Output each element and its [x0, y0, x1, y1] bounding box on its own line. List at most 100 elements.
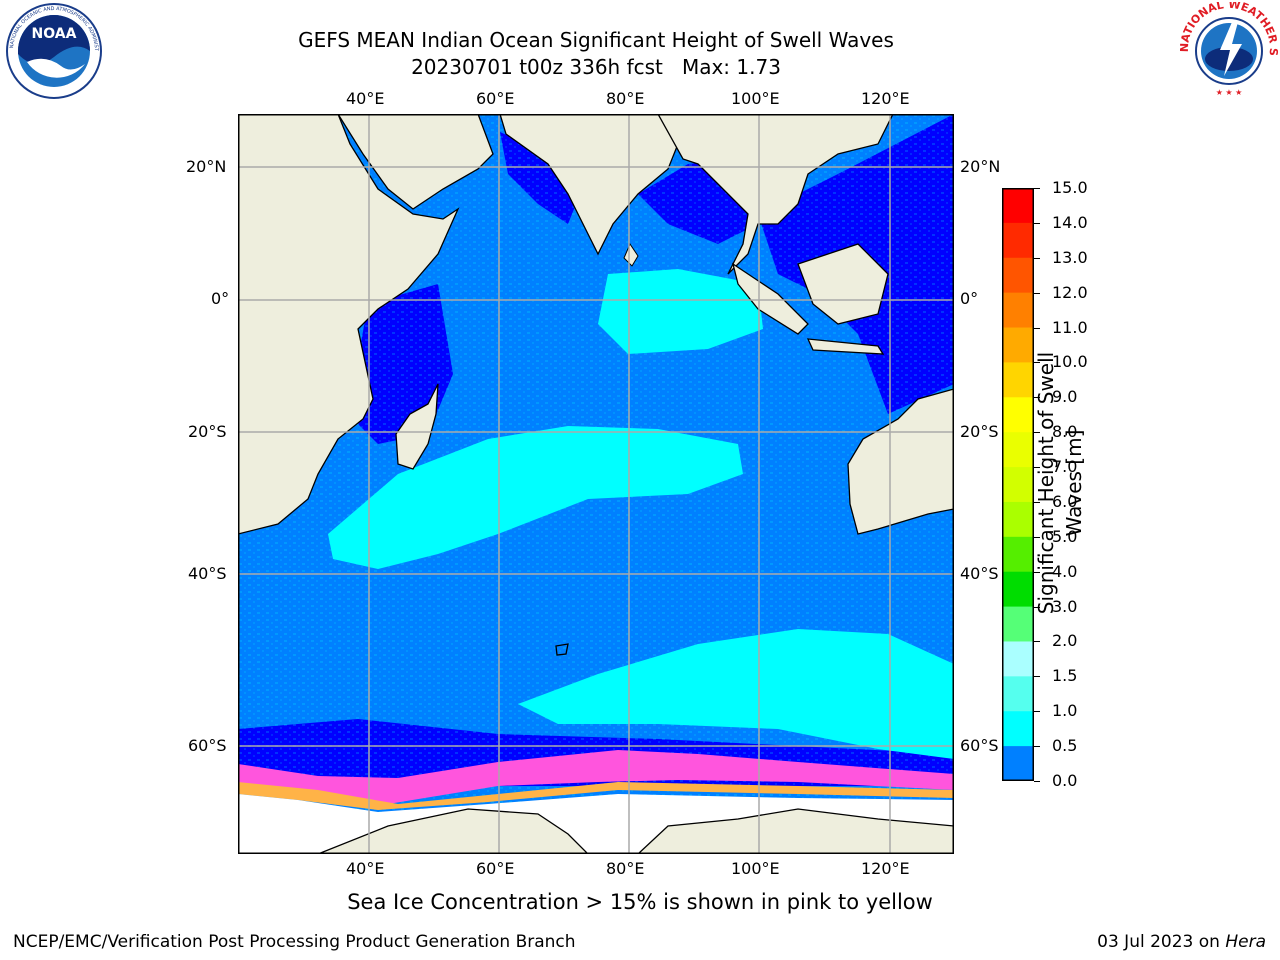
colorbar-tick-label: 5.0 — [1052, 526, 1078, 546]
colorbar-tick-label: 0.5 — [1052, 736, 1078, 756]
lat-tick-right-40s: 40°S — [960, 564, 999, 583]
sea-ice-edge — [238, 750, 954, 804]
sea-ice-edge-yellow — [238, 782, 954, 810]
colorbar-cell — [1002, 467, 1034, 503]
colorbar-tick-label: 14.0 — [1052, 212, 1088, 232]
nws-logo: NATIONAL WEATHER SERVICE ★ ★ ★ — [1180, 2, 1278, 98]
lon-tick-top-80: 80°E — [606, 89, 645, 108]
colorbar-tick-label: 0.0 — [1052, 771, 1078, 790]
land-madagascar — [395, 383, 439, 470]
footer-host: Hera — [1225, 932, 1266, 952]
lat-tick-left-20n: 20°N — [186, 157, 227, 176]
colorbar-cell — [1002, 327, 1034, 363]
land-southeast-asia — [657, 114, 894, 275]
colorbar-tick-label: 10.0 — [1052, 352, 1088, 372]
svg-text:★ ★ ★: ★ ★ ★ — [1216, 88, 1243, 97]
lon-tick-top-100: 100°E — [731, 89, 780, 108]
colorbar-tick-mark — [1034, 327, 1040, 329]
colorbar-cell — [1002, 536, 1034, 573]
colorbar-tick-label: 15.0 — [1052, 178, 1088, 197]
lon-tick-top-40: 40°E — [346, 89, 385, 108]
lat-tick-right-0: 0° — [960, 289, 979, 308]
lon-tick-top-60: 60°E — [476, 89, 515, 108]
colorbar-tick-label: 9.0 — [1052, 387, 1078, 407]
colorbar-tick-mark — [1034, 501, 1040, 503]
colorbar-cell — [1002, 188, 1034, 224]
land-antarctica-east — [637, 808, 954, 854]
colorbar-tick-mark — [1034, 222, 1040, 224]
colorbar-cell — [1002, 397, 1034, 433]
lat-tick-right-60s: 60°S — [960, 736, 999, 755]
lat-tick-right-20s: 20°S — [960, 422, 999, 441]
land-africa — [238, 114, 460, 535]
colorbar-tick-label: 1.5 — [1052, 666, 1078, 686]
footer-date: 03 Jul 2023 on Hera — [1097, 932, 1266, 952]
colorbar-tick-label: 2.0 — [1052, 631, 1078, 651]
colorbar-tick-mark — [1034, 746, 1040, 748]
footer-credit: NCEP/EMC/Verification Post Processing Pr… — [13, 932, 576, 952]
colorbar-cell — [1002, 501, 1034, 538]
colorbar — [1002, 188, 1034, 781]
colorbar-tick-mark — [1034, 676, 1040, 678]
colorbar-tick-mark — [1034, 188, 1040, 189]
land-java — [806, 338, 885, 355]
colorbar-tick-label: 8.0 — [1052, 422, 1078, 442]
land-antarctica-west — [317, 808, 589, 854]
sea-ice-caption: Sea Ice Concentration > 15% is shown in … — [347, 890, 933, 914]
lat-tick-left-20s: 20°S — [188, 422, 227, 441]
noaa-logo: NOAA NATIONAL OCEANIC AND ATMOSPHERIC AD… — [5, 2, 102, 99]
colorbar-tick-label: 1.0 — [1052, 701, 1078, 721]
colorbar-label: Significant Height of Swell Waves [m] — [1034, 351, 1086, 615]
colorbar-cell — [1002, 257, 1034, 294]
colorbar-tick-mark — [1034, 641, 1040, 643]
lat-tick-right-20n: 20°N — [960, 157, 1001, 176]
colorbar-cell — [1002, 641, 1034, 677]
colorbar-tick-label: 7.0 — [1052, 457, 1078, 477]
colorbar-tick-mark — [1034, 467, 1040, 469]
footer-date-text: 03 Jul 2023 on — [1097, 932, 1226, 952]
colorbar-tick-label: 11.0 — [1052, 317, 1088, 337]
lon-tick-bottom-100: 100°E — [731, 859, 780, 878]
colorbar-cell — [1002, 711, 1034, 747]
land-arabia — [337, 114, 494, 210]
colorbar-tick-label: 12.0 — [1052, 282, 1088, 302]
lon-tick-bottom-80: 80°E — [606, 859, 645, 878]
lon-tick-bottom-60: 60°E — [476, 859, 515, 878]
colorbar-tick-label: 4.0 — [1052, 561, 1078, 581]
colorbar-cell — [1002, 676, 1034, 712]
lat-tick-left-60s: 60°S — [188, 736, 227, 755]
noaa-logo-text: NOAA — [32, 26, 77, 42]
colorbar-cell — [1002, 571, 1034, 608]
lon-tick-bottom-40: 40°E — [346, 859, 385, 878]
colorbar-tick-mark — [1034, 571, 1040, 573]
land-kerguelen — [555, 643, 569, 656]
colorbar-tick-mark — [1034, 606, 1040, 608]
lon-tick-bottom-120: 120°E — [861, 859, 910, 878]
colorbar-tick-mark — [1034, 362, 1040, 364]
colorbar-tick-mark — [1034, 432, 1040, 434]
colorbar-tick-mark — [1034, 536, 1040, 538]
colorbar-cell — [1002, 606, 1034, 642]
colorbar-cell — [1002, 432, 1034, 468]
land-borneo — [797, 243, 889, 325]
lat-tick-left-40s: 40°S — [188, 564, 227, 583]
map-panel — [238, 114, 954, 854]
colorbar-tick-mark — [1034, 257, 1040, 259]
colorbar-tick-label: 3.0 — [1052, 596, 1078, 616]
colorbar-cell — [1002, 362, 1034, 398]
chart-subtitle: 20230701 t00z 336h fcst Max: 1.73 — [411, 55, 781, 79]
colorbar-tick-mark — [1034, 397, 1040, 399]
colorbar-tick-label: 13.0 — [1052, 247, 1088, 267]
colorbar-tick-mark — [1034, 292, 1040, 294]
colorbar-cell — [1002, 746, 1034, 781]
colorbar-tick-mark — [1034, 711, 1040, 713]
map-frame — [238, 114, 954, 854]
land-australia — [847, 388, 954, 535]
colorbar-cell — [1002, 222, 1034, 259]
colorbar-tick-mark — [1034, 781, 1040, 782]
land-sumatra — [731, 262, 809, 335]
grid-lines — [238, 114, 954, 854]
colorbar-cell — [1002, 292, 1034, 329]
colorbar-tick-label: 6.0 — [1052, 491, 1078, 511]
lon-tick-top-120: 120°E — [861, 89, 910, 108]
